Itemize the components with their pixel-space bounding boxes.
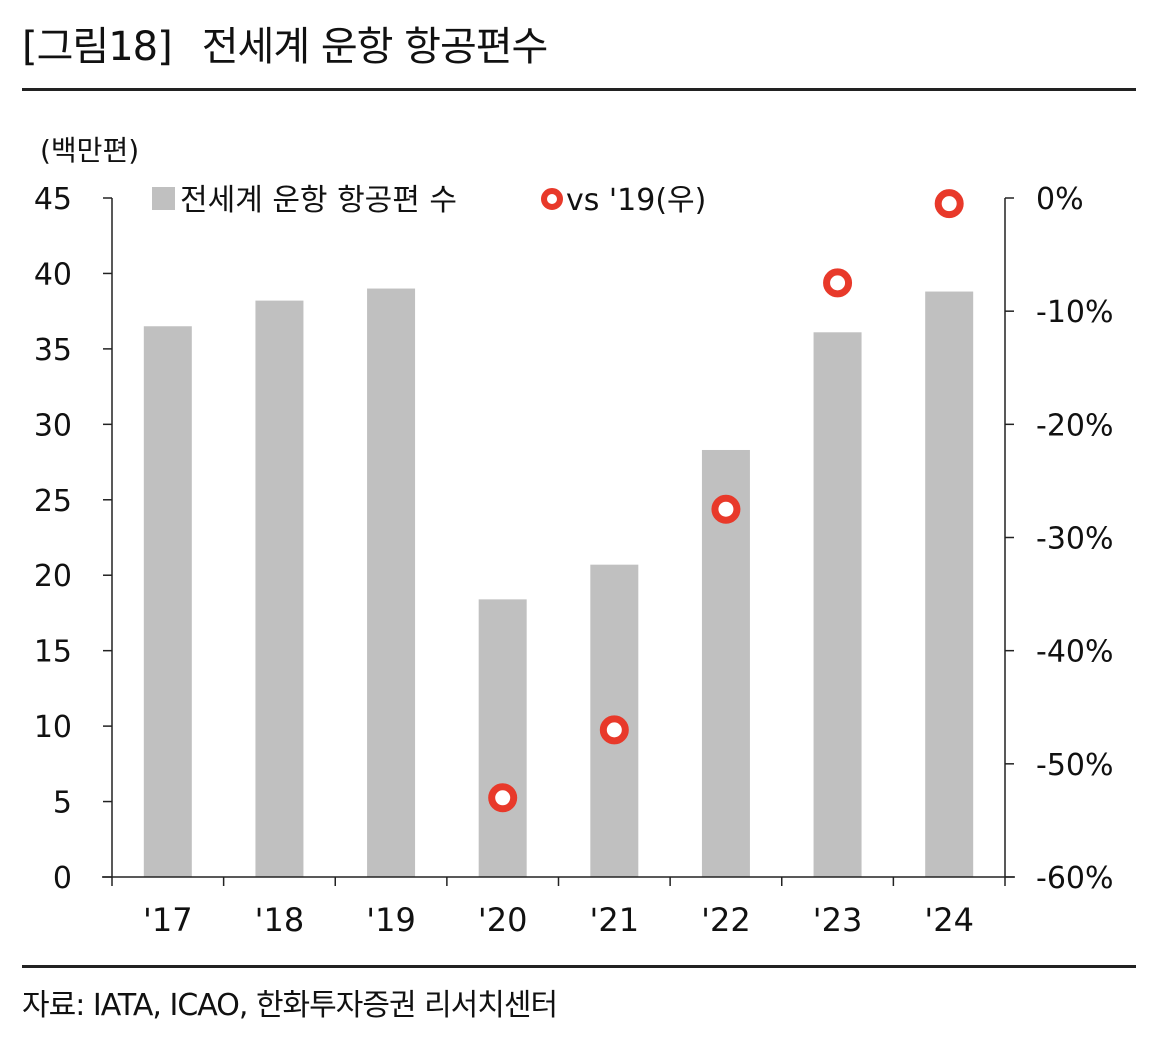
bar-7 (925, 291, 974, 877)
marker-4 (599, 715, 629, 745)
source-note: 자료: IATA, ICAO, 한화투자증권 리서치센터 (22, 988, 558, 1023)
marker-3 (488, 783, 518, 813)
y-left-tick-label-5: 25 (34, 484, 72, 519)
marker-5 (711, 494, 741, 524)
y-right-tick-label-6: 0% (1036, 182, 1084, 217)
marker-6 (823, 268, 853, 298)
bar-2 (367, 288, 416, 877)
bar-3 (478, 599, 527, 877)
bottom-rule (22, 965, 1136, 968)
figure-title-text: 전세계 운항 항공편수 (201, 24, 549, 70)
legend-marker-swatch (541, 188, 563, 210)
y-unit-label: (백만편) (40, 134, 139, 167)
y-left-tick-label-9: 45 (34, 182, 72, 217)
y-left-tick-label-7: 35 (34, 333, 72, 368)
y-left-tick-label-8: 40 (34, 257, 72, 292)
y-left-tick-label-4: 20 (34, 559, 72, 594)
legend-marker-label: vs '19(우) (566, 183, 706, 218)
y-right-tick-label-1: -50% (1036, 748, 1114, 783)
marker-7 (934, 189, 964, 219)
x-tick-label-2: '19 (366, 901, 416, 939)
top-rule (22, 88, 1136, 91)
y-left-tick-label-0: 0 (53, 861, 72, 896)
y-right-tick-label-2: -40% (1036, 635, 1114, 670)
x-tick-label-5: '22 (701, 901, 751, 939)
x-tick-label-0: '17 (143, 901, 193, 939)
y-right-tick-label-0: -60% (1036, 861, 1114, 896)
x-tick-label-3: '20 (478, 901, 528, 939)
y-right-tick-label-3: -30% (1036, 522, 1114, 557)
y-left-tick-label-1: 5 (53, 786, 72, 821)
bar-1 (255, 300, 304, 877)
y-left-tick-label-6: 30 (34, 408, 72, 443)
figure-title: [그림18] 전세계 운항 항공편수 (22, 14, 549, 72)
x-tick-label-7: '24 (924, 901, 974, 939)
legend-bar-label: 전세계 운항 항공편 수 (180, 183, 457, 218)
y-right-tick-label-4: -20% (1036, 408, 1114, 443)
x-tick-label-6: '23 (813, 901, 863, 939)
y-left-tick-label-2: 10 (34, 710, 72, 745)
y-left-tick-label-3: 15 (34, 635, 72, 670)
bar-6 (813, 332, 862, 877)
legend-bar-swatch (152, 187, 175, 210)
y-right-tick-label-5: -10% (1036, 295, 1114, 330)
bar-0 (143, 326, 192, 877)
x-tick-label-4: '21 (590, 901, 640, 939)
x-tick-label-1: '18 (255, 901, 305, 939)
figure-label: [그림18] (22, 24, 173, 70)
